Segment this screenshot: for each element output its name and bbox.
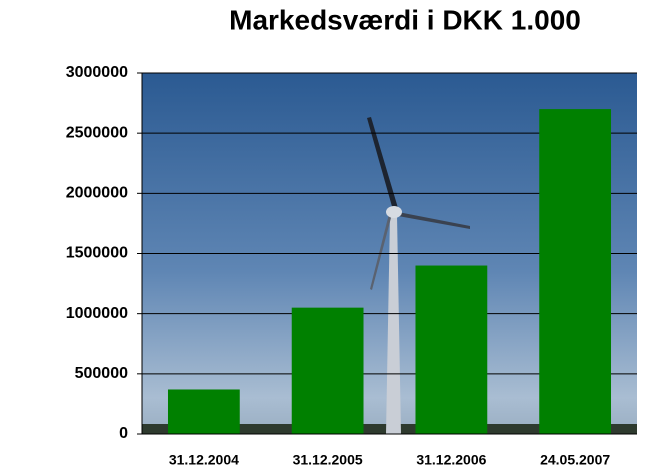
bar	[415, 265, 488, 434]
x-tick-label: 31.12.2005	[293, 452, 363, 468]
y-tick-label: 0	[119, 425, 128, 442]
x-tick-label: 31.12.2004	[169, 452, 239, 468]
bar	[291, 307, 364, 434]
x-tick-label: 31.12.2006	[416, 452, 486, 468]
y-tick-label: 2000000	[66, 185, 128, 202]
y-tick-label: 500000	[75, 365, 128, 382]
x-tick-label: 24.05.2007	[540, 452, 610, 468]
y-tick-label: 1000000	[66, 305, 128, 322]
y-tick-label: 1500000	[66, 245, 128, 262]
chart-title: Markedsværdi i DKK 1.000	[229, 4, 581, 35]
y-tick-label: 3000000	[66, 64, 128, 81]
bar	[539, 109, 612, 434]
bar	[167, 389, 240, 434]
y-tick-label: 2500000	[66, 124, 128, 141]
